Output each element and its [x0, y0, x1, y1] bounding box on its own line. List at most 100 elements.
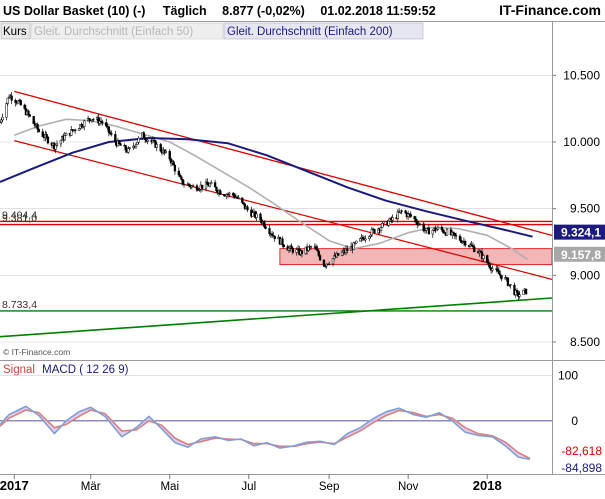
legend-sma50[interactable]: Gleit. Durchschnitt (Einfach 50): [34, 26, 193, 38]
candle-body: [355, 240, 358, 244]
instrument-name: US Dollar Basket (10) (-): [3, 4, 145, 18]
candle-body: [124, 145, 127, 151]
candle-body: [522, 289, 525, 295]
candle-body: [281, 238, 284, 246]
candle-body: [228, 192, 231, 195]
candle-body: [409, 214, 412, 217]
candle-body: [146, 139, 149, 142]
candle-body: [232, 192, 235, 196]
price-tick-label: 9.000: [570, 268, 600, 282]
candle-body: [453, 232, 456, 236]
candle-body: [396, 211, 399, 219]
candle-body: [381, 222, 384, 228]
macd-current-label: -82,618: [561, 444, 602, 458]
candle-body: [327, 263, 331, 265]
current-value-label: 9.324,1: [561, 226, 601, 240]
candle-body: [518, 294, 521, 297]
candle-body: [142, 132, 145, 139]
candle-body: [413, 216, 416, 220]
candle-body: [500, 275, 503, 280]
candle-body: [127, 148, 130, 153]
candle-body: [191, 185, 195, 187]
candle-body: [251, 212, 254, 217]
candle-body: [404, 210, 407, 214]
sma200-line: [0, 137, 533, 238]
candle-body: [119, 143, 122, 146]
candle-body: [28, 114, 31, 117]
candle-body: [414, 218, 418, 223]
macd-panel: Signal MACD ( 12 26 9) 100 0 -82,618 -84,89…: [0, 364, 605, 475]
candle-body: [118, 140, 121, 144]
macd-gridlines: [0, 375, 552, 422]
quote-datetime: 01.02.2018 11:59:52: [320, 4, 435, 18]
price-axis-labels: 10.500 10.000 9.500 9.000 8.500 9.324,1 9.157,…: [552, 68, 605, 349]
level-label: 9.381,0: [2, 213, 37, 225]
candle-body: [14, 99, 17, 103]
candle-body: [287, 247, 291, 251]
candle-body: [364, 238, 367, 241]
level-label: 9.404,4: [2, 209, 37, 221]
candle-body: [497, 270, 501, 275]
current-value-label: 9.157,8: [561, 248, 601, 262]
candle-body: [5, 103, 8, 118]
macd-axis-labels: 100 0 -82,618 -84,898: [554, 369, 605, 475]
candle-body: [200, 184, 204, 189]
candle-body: [315, 246, 318, 250]
candle-body: [370, 228, 374, 236]
candle-body: [63, 135, 66, 141]
candle-body: [114, 134, 117, 143]
candle-body: [425, 228, 428, 231]
candle-body: [177, 170, 180, 176]
candle-body: [369, 234, 372, 237]
macd-legend-label: MACD ( 12 26 9): [42, 364, 128, 376]
legend-kurs-box[interactable]: [0, 22, 31, 40]
channel-upper-line: [14, 90, 553, 236]
x-tick-label: Sep: [319, 481, 339, 493]
candle-body: [159, 144, 162, 152]
legend-sma50-box[interactable]: [30, 22, 224, 40]
candle-body: [440, 226, 444, 230]
candle-body: [509, 284, 512, 286]
candle-body: [331, 258, 335, 265]
candle-body: [496, 268, 499, 272]
candle-body: [418, 223, 421, 225]
candle-body: [373, 229, 376, 234]
candle-body: [400, 210, 403, 212]
candle-body: [260, 219, 263, 224]
candle-body: [408, 213, 411, 215]
candle-body: [32, 116, 35, 124]
macd-line: [0, 405, 531, 461]
candle-body: [359, 238, 362, 242]
candle-body: [264, 226, 267, 229]
candle-body: [1, 116, 4, 121]
brand-logo: IT-Finance.com: [499, 2, 601, 18]
price-tick-label: 10.000: [563, 135, 600, 149]
candle-body: [263, 221, 266, 228]
candle-body: [387, 220, 390, 226]
candle-body: [464, 240, 467, 246]
candle-body: [486, 255, 489, 263]
candle-body: [90, 119, 94, 122]
candle-body: [379, 227, 383, 231]
candle-body: [154, 140, 157, 148]
candle-body: [36, 124, 39, 130]
candle-body: [268, 228, 271, 235]
legend-sma200[interactable]: Gleit. Durchschnitt (Einfach 200): [227, 26, 393, 38]
price-tick-label: 10.500: [563, 68, 600, 82]
watermark: © IT-Finance.com: [3, 347, 70, 357]
legend-sma200-box[interactable]: [223, 22, 424, 40]
candle-body: [105, 122, 108, 127]
macd-series: [0, 405, 531, 461]
candle-body: [155, 144, 158, 148]
candle-body: [407, 213, 410, 217]
candle-body: [461, 241, 464, 243]
price-tick-label: 9.500: [570, 202, 600, 216]
current-value-box: [554, 224, 605, 240]
candle-body: [318, 255, 322, 261]
legend-kurs[interactable]: Kurs: [3, 26, 27, 38]
candle-body: [524, 288, 528, 295]
candle-body: [27, 110, 30, 115]
candle-body: [436, 226, 440, 230]
